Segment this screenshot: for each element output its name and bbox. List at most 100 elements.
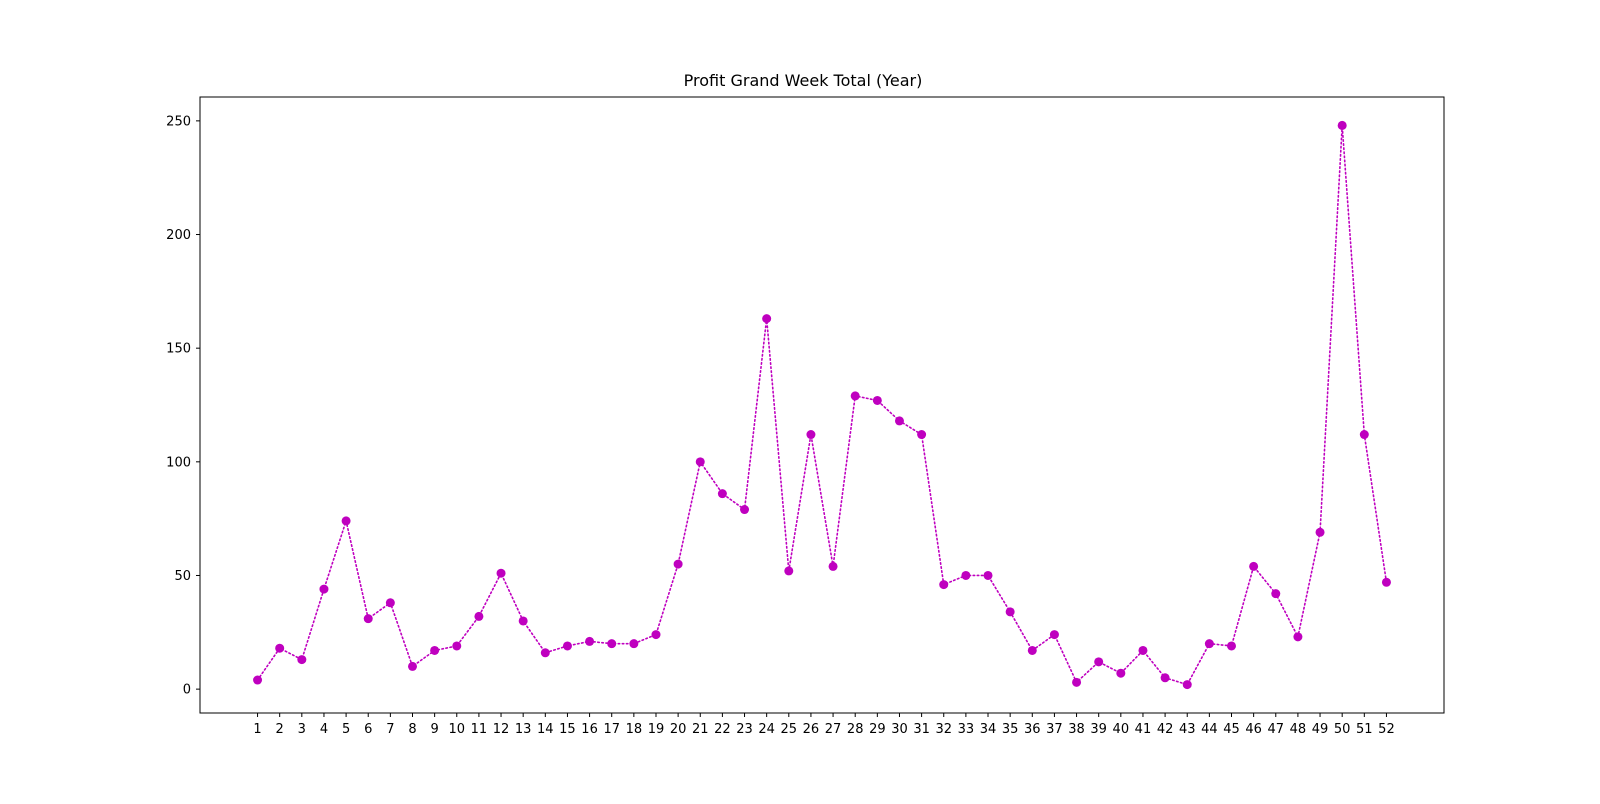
data-point — [1337, 120, 1347, 130]
data-point — [1249, 561, 1259, 571]
data-point — [629, 639, 639, 649]
x-tick-label: 35 — [1002, 722, 1019, 737]
data-point — [695, 457, 705, 467]
x-tick-label: 3 — [298, 722, 306, 737]
x-tick-label: 41 — [1135, 722, 1152, 737]
x-tick-label: 24 — [758, 722, 775, 737]
data-point — [983, 570, 993, 580]
x-tick-label: 22 — [714, 722, 731, 737]
x-tick-label: 45 — [1223, 722, 1240, 737]
x-tick-label: 29 — [869, 722, 886, 737]
x-tick-label: 26 — [803, 722, 820, 737]
x-tick-label: 40 — [1113, 722, 1130, 737]
x-tick-label: 8 — [408, 722, 416, 737]
data-point — [1160, 673, 1170, 683]
data-point — [319, 584, 329, 594]
x-tick-label: 6 — [364, 722, 372, 737]
data-point — [562, 641, 572, 651]
x-tick-label: 15 — [559, 722, 576, 737]
data-point — [1182, 680, 1192, 690]
x-tick-label: 37 — [1046, 722, 1063, 737]
data-point — [673, 559, 683, 569]
x-tick-label: 51 — [1356, 722, 1373, 737]
x-tick-label: 28 — [847, 722, 864, 737]
plot-frame — [199, 96, 1445, 714]
y-tick-label: 100 — [166, 455, 191, 470]
x-tick-label: 38 — [1068, 722, 1085, 737]
x-tick-label: 20 — [670, 722, 687, 737]
y-tick-label: 150 — [166, 342, 191, 357]
x-tick-label: 23 — [736, 722, 753, 737]
data-point — [275, 643, 285, 653]
x-tick-label: 17 — [603, 722, 620, 737]
x-tick-label: 12 — [493, 722, 510, 737]
x-tick-label: 43 — [1179, 722, 1196, 737]
y-tick-label: 0 — [183, 683, 191, 698]
x-tick-label: 30 — [891, 722, 908, 737]
y-tick-label: 50 — [174, 569, 191, 584]
y-tick-label: 250 — [166, 114, 191, 129]
x-tick-label: 11 — [471, 722, 488, 737]
x-tick-label: 39 — [1090, 722, 1107, 737]
x-tick-label: 52 — [1378, 722, 1395, 737]
data-point — [341, 516, 351, 526]
x-tick-label: 7 — [386, 722, 394, 737]
data-point — [961, 570, 971, 580]
x-tick-label: 49 — [1312, 722, 1329, 737]
x-tick-label: 47 — [1267, 722, 1284, 737]
data-point — [474, 611, 484, 621]
data-point — [518, 616, 528, 626]
x-tick-label: 31 — [913, 722, 930, 737]
x-tick-label: 19 — [648, 722, 665, 737]
x-tick-label: 5 — [342, 722, 350, 737]
x-tick-label: 32 — [935, 722, 952, 737]
data-point — [784, 566, 794, 576]
x-tick-label: 42 — [1157, 722, 1174, 737]
x-tick-label: 50 — [1334, 722, 1351, 737]
data-point — [1094, 657, 1104, 667]
x-tick-label: 1 — [253, 722, 261, 737]
data-point — [607, 639, 617, 649]
data-point — [894, 416, 904, 426]
data-point — [717, 489, 727, 499]
x-tick-label: 21 — [692, 722, 709, 737]
x-tick-label: 13 — [515, 722, 532, 737]
data-point — [1227, 641, 1237, 651]
data-point — [430, 645, 440, 655]
x-tick-label: 44 — [1201, 722, 1218, 737]
data-point — [1315, 527, 1325, 537]
x-tick-label: 18 — [626, 722, 643, 737]
x-tick-label: 9 — [430, 722, 438, 737]
x-tick-label: 10 — [448, 722, 465, 737]
x-tick-label: 2 — [276, 722, 284, 737]
x-tick-label: 34 — [980, 722, 997, 737]
data-point — [1005, 607, 1015, 617]
data-point — [1072, 677, 1082, 687]
data-point — [762, 314, 772, 324]
x-tick-label: 27 — [825, 722, 842, 737]
y-tick-label: 200 — [166, 228, 191, 243]
data-point — [872, 395, 882, 405]
data-point — [917, 430, 927, 440]
data-point — [1359, 430, 1369, 440]
data-point — [1116, 668, 1126, 678]
data-point — [740, 505, 750, 515]
data-point — [1049, 630, 1059, 640]
chart-title: Profit Grand Week Total (Year) — [684, 71, 923, 90]
x-tick-label: 14 — [537, 722, 554, 737]
data-point — [407, 661, 417, 671]
data-point — [452, 641, 462, 651]
x-tick-label: 48 — [1290, 722, 1307, 737]
data-point — [1027, 645, 1037, 655]
x-tick-label: 25 — [781, 722, 798, 737]
data-point — [540, 648, 550, 658]
x-tick-label: 36 — [1024, 722, 1041, 737]
data-point — [385, 598, 395, 608]
data-point — [651, 630, 661, 640]
data-point — [1204, 639, 1214, 649]
data-point — [1138, 645, 1148, 655]
